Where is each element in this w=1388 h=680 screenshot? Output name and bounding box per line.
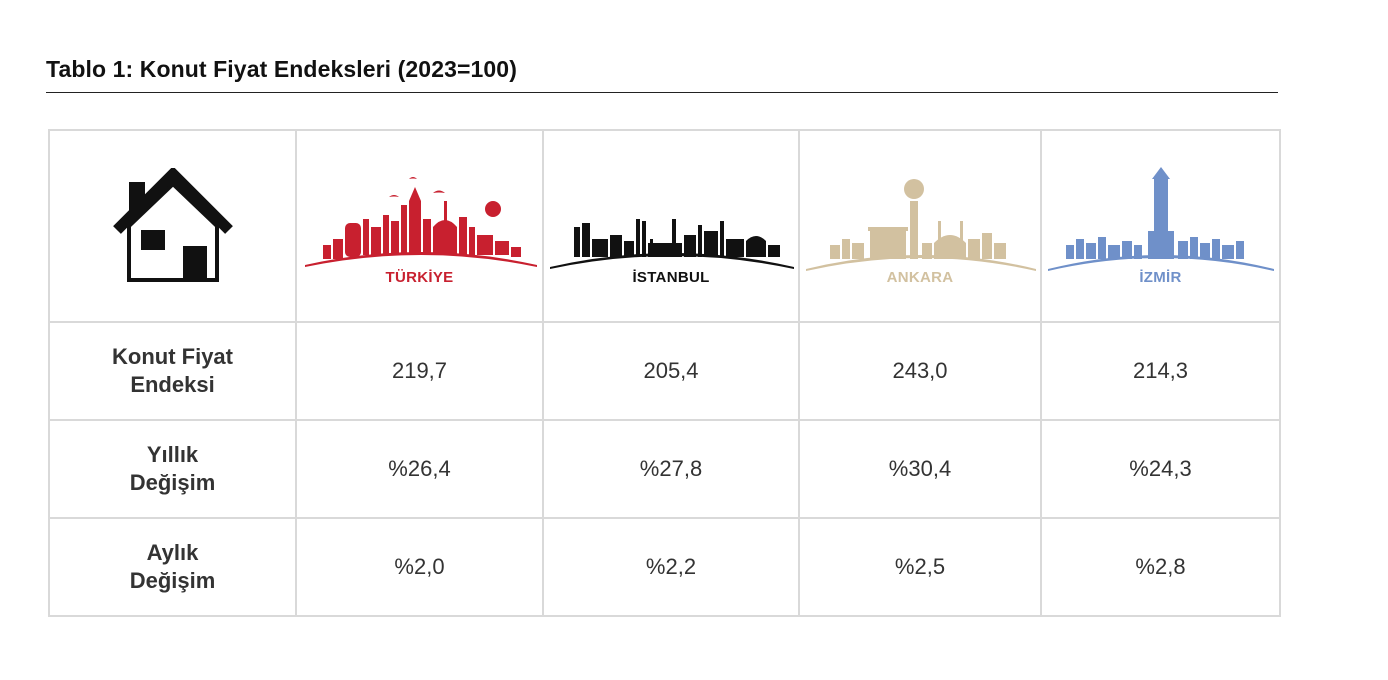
table-cell: %2,2	[542, 517, 800, 617]
turkiye-skyline-icon	[305, 177, 537, 267]
row-label-line1: Konut Fiyat	[112, 344, 233, 369]
table-row: Yıllık Değişim %26,4 %27,8 %30,4 %24,3	[48, 419, 1281, 519]
izmir-header-cell: İZMİR	[1040, 129, 1281, 323]
row-label-line1: Yıllık	[146, 442, 199, 467]
row-label-line2: Değişim	[129, 568, 216, 593]
istanbul-label: İSTANBUL	[632, 269, 710, 286]
turkiye-label: TÜRKİYE	[385, 269, 454, 286]
table-cell: 205,4	[542, 321, 800, 421]
table-cell: %2,0	[295, 517, 544, 617]
ankara-header-cell: ANKARA	[798, 129, 1042, 323]
table-cell: %24,3	[1040, 419, 1281, 519]
istanbul-skyline-icon	[550, 219, 794, 269]
turkiye-header-cell: TÜRKİYE	[295, 129, 544, 323]
table-cell: 219,7	[295, 321, 544, 421]
row-label: Aylık Değişim	[48, 517, 297, 617]
table-header-row: TÜRKİYE	[48, 129, 1281, 323]
house-icon	[112, 168, 233, 282]
row-label-line1: Aylık	[146, 540, 199, 565]
table-title: Tablo 1: Konut Fiyat Endeksleri (2023=10…	[46, 56, 1278, 93]
istanbul-header-cell: İSTANBUL	[542, 129, 800, 323]
table-cell: 243,0	[798, 321, 1042, 421]
table-cell: %27,8	[542, 419, 800, 519]
izmir-skyline-icon	[1048, 167, 1274, 271]
house-header-cell	[48, 129, 297, 323]
table-cell: %2,5	[798, 517, 1042, 617]
table-cell: %30,4	[798, 419, 1042, 519]
izmir-label: İZMİR	[1139, 269, 1182, 286]
row-label: Konut Fiyat Endeksi	[48, 321, 297, 421]
table-row: Konut Fiyat Endeksi 219,7 205,4 243,0 21…	[48, 321, 1281, 421]
table-cell: %2,8	[1040, 517, 1281, 617]
ankara-label: ANKARA	[886, 269, 954, 286]
table-row: Aylık Değişim %2,0 %2,2 %2,5 %2,8	[48, 517, 1281, 617]
row-label-line2: Endeksi	[130, 372, 215, 397]
table-cell: %26,4	[295, 419, 544, 519]
row-label: Yıllık Değişim	[48, 419, 297, 519]
table-cell: 214,3	[1040, 321, 1281, 421]
row-label-line2: Değişim	[129, 470, 216, 495]
price-index-table: TÜRKİYE	[48, 129, 1281, 617]
ankara-skyline-icon	[806, 179, 1036, 271]
